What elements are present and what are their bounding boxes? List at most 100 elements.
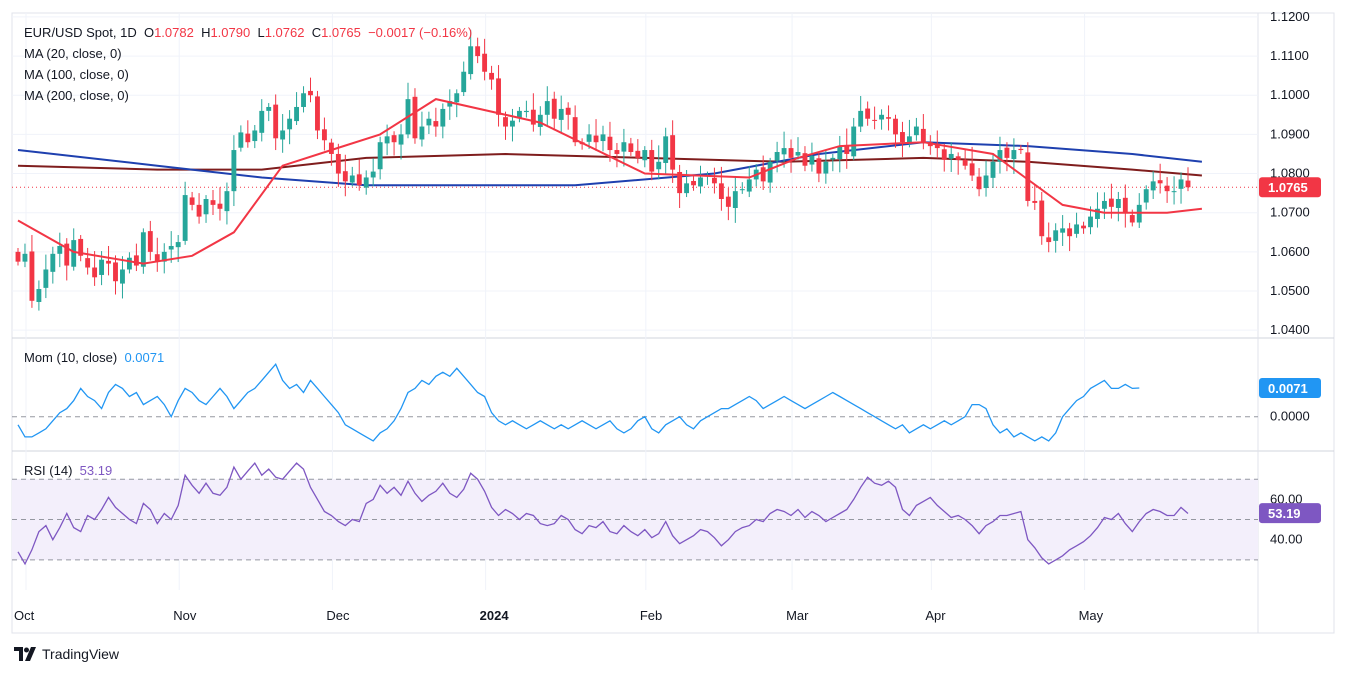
- candle-body: [656, 161, 662, 170]
- candle-body: [126, 257, 132, 270]
- candle-body: [15, 251, 21, 262]
- candle-body: [920, 128, 926, 143]
- candle-body: [321, 129, 327, 141]
- ma200-legend[interactable]: MA (200, close, 0): [24, 88, 129, 103]
- candle-body: [844, 144, 850, 154]
- time-tick-label: Apr: [925, 608, 946, 623]
- candle-body: [294, 106, 300, 122]
- price-tick-label: 1.0400: [1270, 322, 1310, 337]
- candle-body: [530, 109, 536, 125]
- time-tick-label: Nov: [173, 608, 197, 623]
- candle-body: [600, 134, 606, 142]
- candle-body: [1178, 179, 1184, 189]
- candle-body: [454, 93, 460, 103]
- candle-body: [1157, 180, 1163, 184]
- candle-body: [29, 251, 35, 301]
- candle-body: [203, 198, 209, 215]
- tradingview-logo-icon: [14, 647, 36, 661]
- grid-lines: [11, 12, 1335, 634]
- momentum-legend[interactable]: Mom (10, close) 0.0071: [24, 350, 164, 365]
- candle-body: [315, 96, 320, 131]
- candle-body: [565, 107, 571, 115]
- brand-logo: TradingView: [14, 646, 119, 662]
- candle-body: [1143, 189, 1149, 203]
- candle-body: [113, 262, 118, 282]
- candle-body: [948, 153, 954, 159]
- high-value: 1.0790: [210, 25, 251, 40]
- candle-body: [57, 245, 63, 254]
- candle-body: [301, 93, 306, 107]
- candle-body: [266, 106, 272, 111]
- candle-body: [1067, 228, 1073, 237]
- candle-body: [1011, 150, 1017, 160]
- candle-body: [698, 177, 703, 187]
- candle-body: [802, 153, 808, 166]
- candle-body: [663, 136, 669, 163]
- candle-body: [607, 136, 613, 151]
- candle-body: [377, 142, 383, 170]
- candle-body: [795, 152, 801, 156]
- candle-body: [1018, 148, 1024, 151]
- rsi-legend[interactable]: RSI (14) 53.19: [24, 463, 112, 478]
- momentum-label: Mom (10, close): [24, 350, 118, 365]
- candle-body: [1164, 185, 1170, 192]
- candle-body: [962, 159, 968, 166]
- candle-body: [760, 167, 766, 182]
- candle-body: [99, 259, 105, 275]
- candle-body: [593, 135, 599, 143]
- rsi-line: [17, 461, 1189, 566]
- candle-body: [1122, 197, 1128, 213]
- candle-body: [238, 132, 244, 148]
- price-tick-label: 1.0600: [1270, 244, 1310, 259]
- candle-body: [913, 126, 919, 136]
- axes: 1.1200 1.1100 1.1000 1.0900 1.0800 1.0700 1.06…: [14, 9, 1321, 623]
- change-value: −0.0017 (−0.16%): [368, 25, 473, 40]
- candle-body: [614, 150, 620, 154]
- candle-body: [955, 156, 961, 160]
- candle-body: [1088, 216, 1093, 228]
- ma100-legend[interactable]: MA (100, close, 0): [24, 67, 129, 82]
- candle-body: [677, 171, 683, 194]
- low-value: 1.0762: [264, 25, 305, 40]
- candle-body: [941, 149, 947, 160]
- candle-body: [85, 258, 91, 268]
- candle-body: [1171, 191, 1177, 193]
- candle-body: [879, 114, 885, 120]
- rsi-badge-bg: [1259, 503, 1321, 524]
- candle-body: [64, 243, 70, 266]
- candle-body: [140, 232, 146, 267]
- candle-body: [168, 245, 174, 250]
- time-tick-label: Mar: [786, 608, 809, 623]
- candle-body: [900, 132, 905, 143]
- candle-body: [1025, 152, 1031, 201]
- candle-body: [503, 117, 508, 127]
- rsi-label: RSI (14): [24, 463, 73, 478]
- candle-body: [22, 253, 28, 262]
- candle-body: [1004, 147, 1010, 158]
- candle-body: [147, 231, 153, 252]
- rsi-value: 53.19: [79, 463, 113, 478]
- candle-body: [412, 96, 418, 139]
- candle-body: [997, 150, 1003, 162]
- candle-body: [489, 72, 495, 80]
- candle-body: [342, 171, 348, 182]
- time-tick-label: Dec: [326, 608, 350, 623]
- candle-body: [774, 152, 780, 161]
- candle-body: [468, 46, 474, 75]
- candle-body: [649, 150, 655, 172]
- candle-body: [628, 143, 634, 153]
- candle-body: [642, 150, 648, 161]
- candle-body: [384, 136, 390, 144]
- ma100-line: [17, 141, 1203, 187]
- candle-body: [516, 110, 522, 119]
- candle-body: [391, 135, 397, 143]
- candle-body: [725, 196, 731, 207]
- candle-body: [398, 134, 404, 145]
- chart-frame: [11, 12, 1335, 634]
- candle-body: [990, 161, 996, 178]
- ma20-legend[interactable]: MA (20, close, 0): [24, 46, 122, 61]
- rsi-badge-label: 53.19: [1268, 506, 1301, 521]
- candle-body: [788, 148, 794, 158]
- candle-body: [621, 142, 627, 152]
